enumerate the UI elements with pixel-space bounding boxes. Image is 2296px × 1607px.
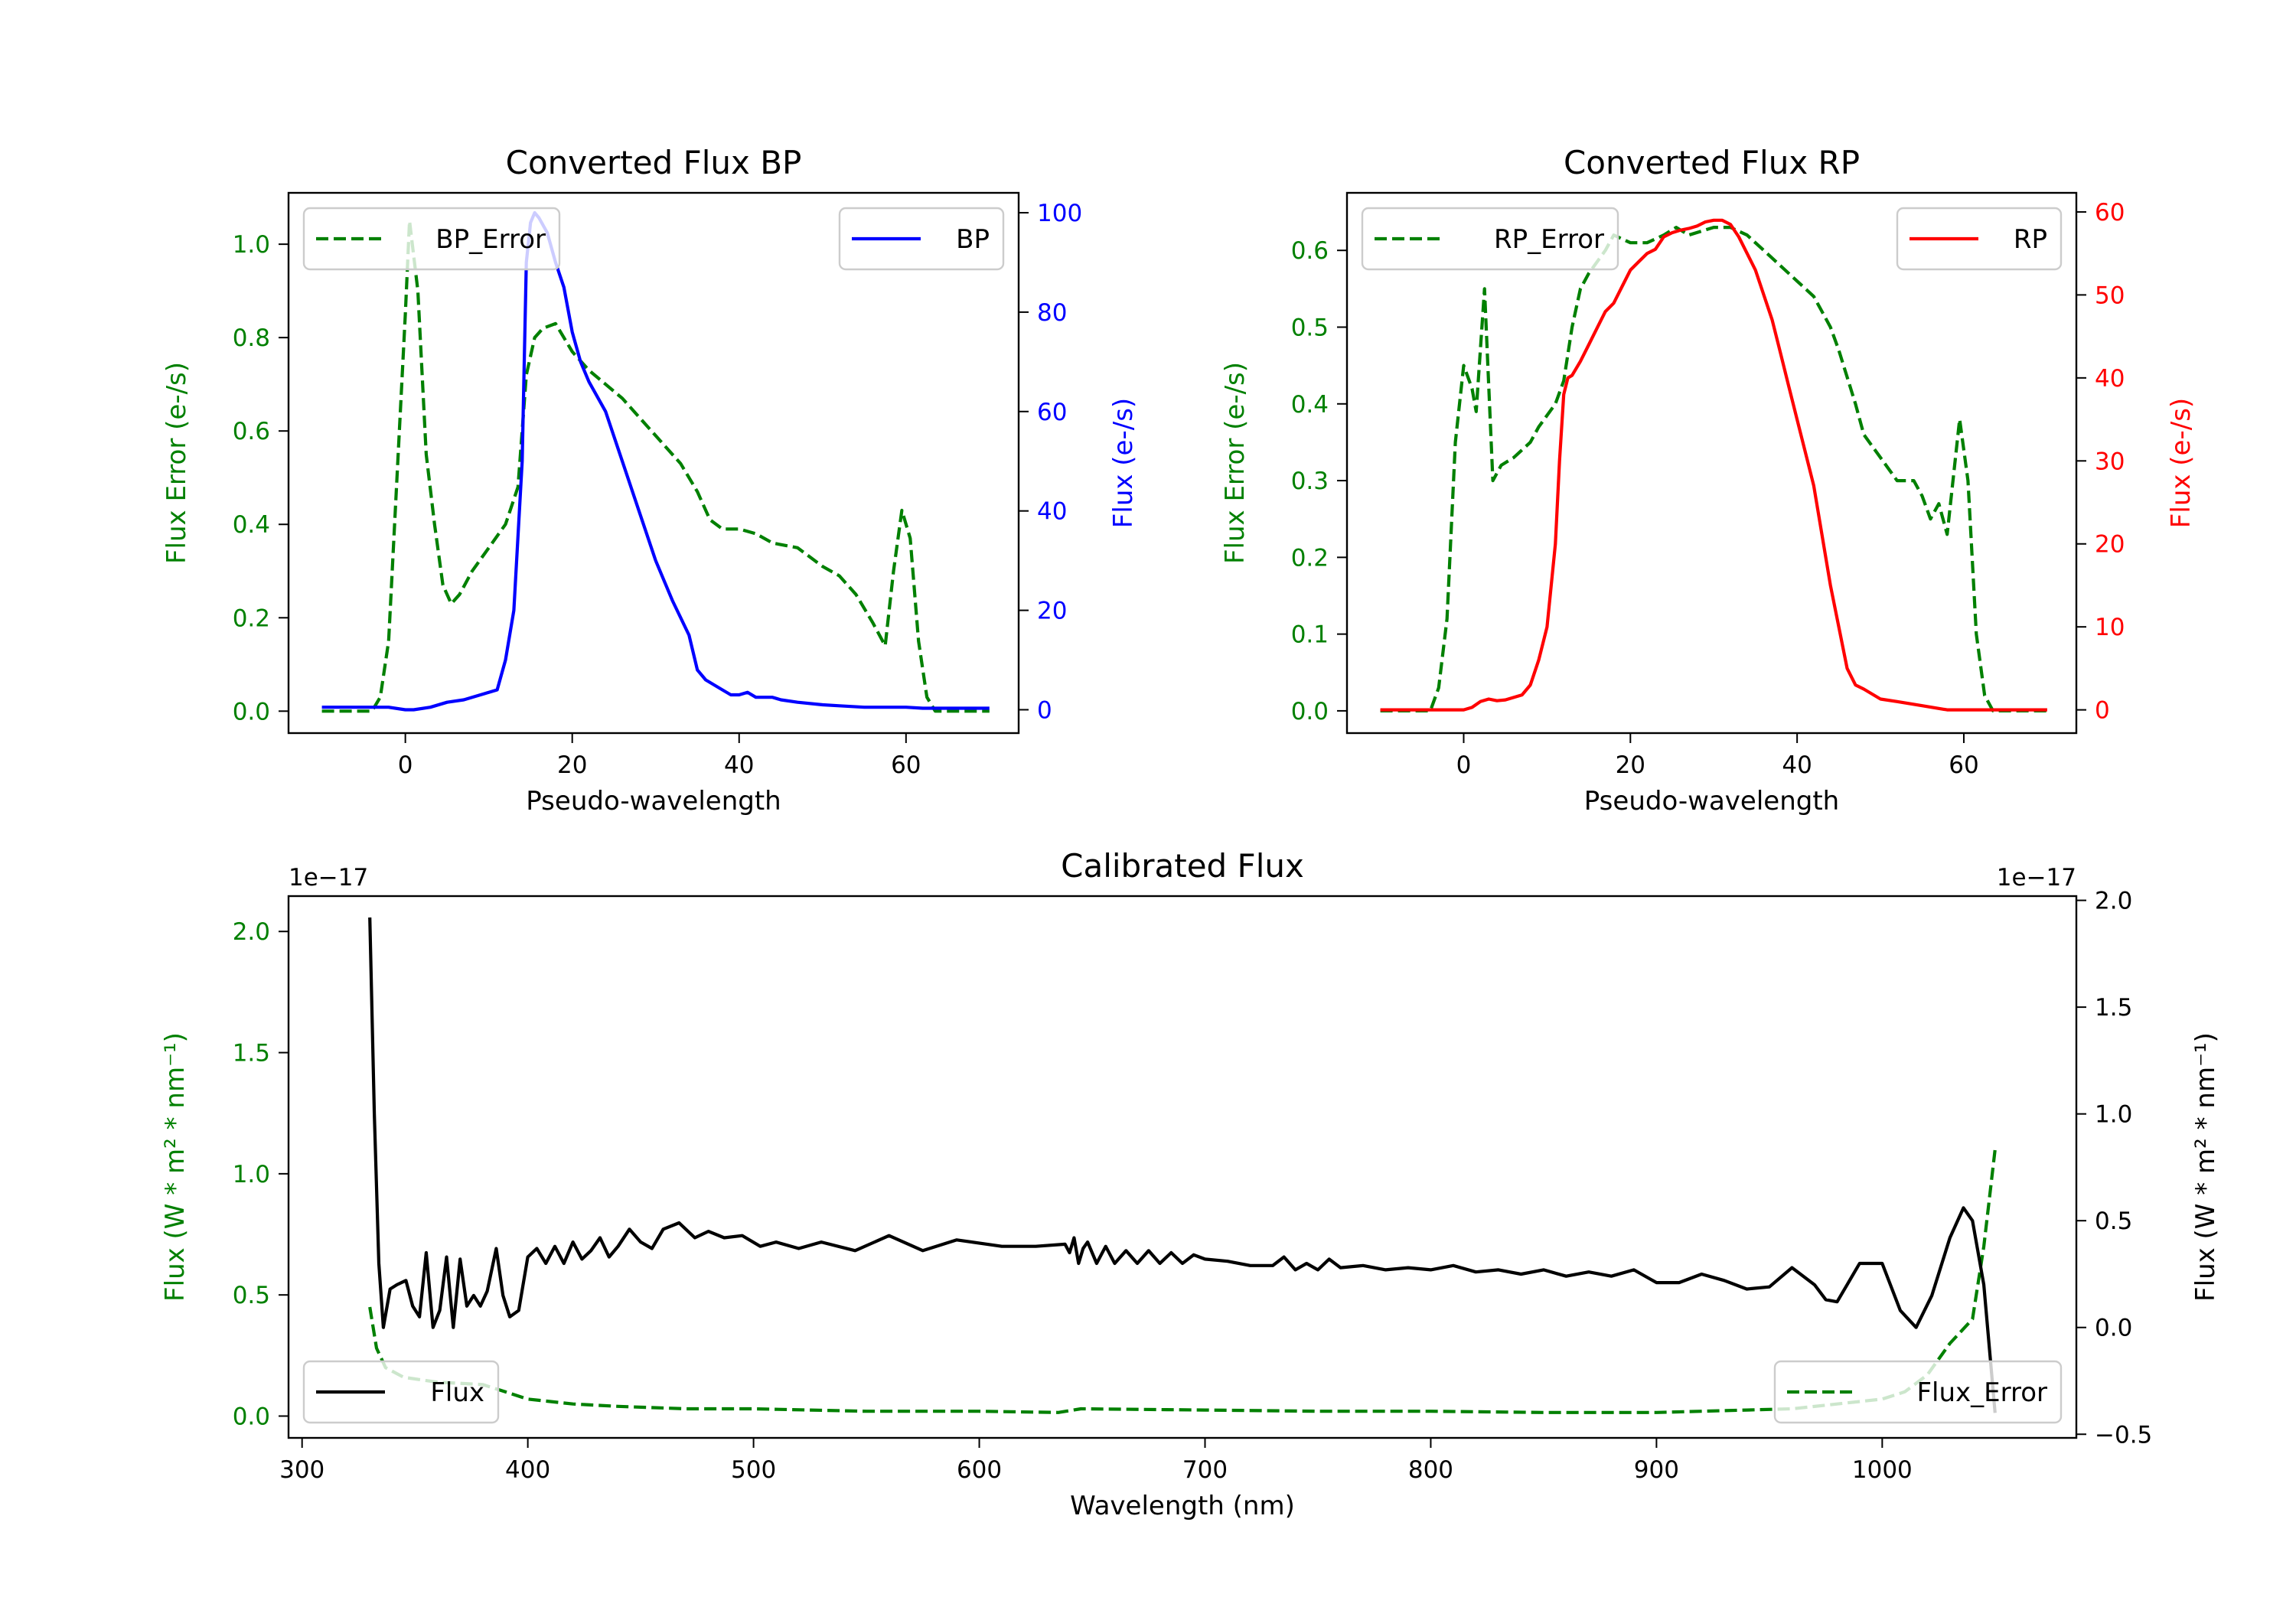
bp_error-line bbox=[321, 219, 990, 713]
legend-box bbox=[1896, 207, 2063, 271]
legend-box bbox=[302, 1360, 500, 1424]
x-tick-label: 20 bbox=[557, 751, 587, 779]
legend-label: BP bbox=[956, 224, 990, 255]
chart-title: Converted Flux BP bbox=[506, 144, 802, 181]
y-left-offset-text: 1e−17 bbox=[289, 864, 368, 892]
chart-title: Converted Flux RP bbox=[1564, 144, 1860, 181]
x-tick-label: 60 bbox=[1949, 751, 1978, 779]
rp-chart: 0 20 40 60 0.0 0.1 0.2 0.3 0.4 0.5 0.6 0 10 20 30 40 50 6… bbox=[1220, 144, 2197, 817]
y-left-tick-label: 0.5 bbox=[233, 1282, 270, 1309]
y-right-tick-label: 20 bbox=[1037, 598, 1067, 625]
rp_error-line bbox=[1380, 226, 2047, 712]
legend-box bbox=[838, 207, 1005, 271]
x-tick-label: 900 bbox=[1634, 1456, 1679, 1484]
y-left-tick-label: 0.5 bbox=[1291, 314, 1329, 341]
y-left-tick-label: 0.4 bbox=[233, 511, 270, 539]
y-right-offset-text: 1e−17 bbox=[1997, 864, 2076, 892]
flux-legend: Flux bbox=[302, 1360, 500, 1424]
y-left-tick-label: 0.3 bbox=[1291, 468, 1329, 495]
x-axis-label: Pseudo-wavelength bbox=[1584, 786, 1839, 817]
y-right-tick-label: 0 bbox=[2095, 697, 2110, 725]
y-right-tick-label: 1.5 bbox=[2095, 994, 2132, 1022]
flux_error-legend: Flux_Error bbox=[1773, 1360, 2063, 1424]
x-tick-label: 40 bbox=[1782, 751, 1812, 779]
y-right-tick-label: 1.0 bbox=[2095, 1101, 2132, 1129]
y-right-tick-label: 0 bbox=[1037, 696, 1052, 724]
y-left-tick-label: 0.6 bbox=[233, 418, 270, 445]
y-right-tick-label: 80 bbox=[1037, 299, 1067, 327]
x-tick-label: 500 bbox=[731, 1456, 776, 1484]
bp-line bbox=[321, 210, 990, 712]
x-tick-label: 700 bbox=[1182, 1456, 1228, 1484]
x-tick-label: 400 bbox=[505, 1456, 550, 1484]
y-right-tick-label: 30 bbox=[2095, 448, 2125, 475]
x-tick-label: 600 bbox=[957, 1456, 1002, 1484]
y-right-tick-label: −0.5 bbox=[2095, 1421, 2152, 1449]
x-tick-label: 800 bbox=[1408, 1456, 1453, 1484]
y-right-tick-label: 20 bbox=[2095, 531, 2125, 559]
y-left-tick-label: 0.6 bbox=[1291, 237, 1329, 265]
axes-frame bbox=[1345, 191, 2078, 735]
y-right-axis-label: Flux (e-/s) bbox=[1108, 398, 1139, 528]
y-right-tick-label: 0.5 bbox=[2095, 1208, 2132, 1235]
y-left-tick-label: 0.2 bbox=[233, 605, 270, 632]
y-left-axis-label: Flux Error (e-/s) bbox=[161, 362, 192, 564]
y-left-tick-label: 0.4 bbox=[1291, 391, 1329, 419]
legend-label: RP bbox=[2014, 224, 2047, 255]
y-right-tick-label: 40 bbox=[2095, 365, 2125, 393]
bp_error-legend: BP_Error bbox=[302, 207, 561, 271]
y-left-tick-label: 0.8 bbox=[233, 324, 270, 352]
x-tick-label: 20 bbox=[1616, 751, 1645, 779]
y-left-tick-label: 1.0 bbox=[233, 1161, 270, 1188]
y-right-tick-label: 2.0 bbox=[2095, 888, 2132, 915]
x-axis-label: Pseudo-wavelength bbox=[526, 786, 781, 817]
legend-label: Flux bbox=[430, 1377, 484, 1408]
y-left-tick-label: 1.5 bbox=[233, 1040, 270, 1068]
y-left-tick-label: 0.0 bbox=[233, 1403, 270, 1431]
flux-line bbox=[368, 917, 1997, 1413]
x-tick-label: 0 bbox=[398, 751, 413, 779]
legend-label: BP_Error bbox=[435, 224, 546, 255]
bp-chart: 0 20 40 60 0.0 0.2 0.4 0.6 0.8 1.0 0 20 40 60 80 100 Pse… bbox=[161, 144, 1139, 817]
legend-box bbox=[1773, 1360, 2063, 1424]
y-left-tick-label: 1.0 bbox=[233, 231, 270, 259]
x-axis-label: Wavelength (nm) bbox=[1070, 1491, 1295, 1521]
y-right-tick-label: 10 bbox=[2095, 614, 2125, 641]
y-right-tick-label: 0.0 bbox=[2095, 1315, 2132, 1342]
y-right-tick-label: 100 bbox=[1037, 200, 1082, 227]
x-tick-label: 0 bbox=[1456, 751, 1472, 779]
legend-box bbox=[1361, 207, 1619, 271]
calibrated-chart: 300 400 500 600 700 800 900 1000 0.0 0.5 1.0 1.5 2.0… bbox=[160, 847, 2221, 1521]
y-right-tick-label: 50 bbox=[2095, 282, 2125, 309]
axes-frame bbox=[287, 191, 1020, 735]
rp-legend: RP bbox=[1896, 207, 2063, 271]
y-right-tick-label: 60 bbox=[2095, 199, 2125, 227]
y-right-axis-label: Flux (W * m² * nm⁻¹) bbox=[2190, 1032, 2221, 1302]
x-tick-label: 40 bbox=[724, 751, 754, 779]
rp-line bbox=[1380, 218, 2047, 712]
legend-box bbox=[302, 207, 561, 271]
y-left-tick-label: 0.0 bbox=[233, 698, 270, 725]
chart-title: Calibrated Flux bbox=[1061, 847, 1304, 885]
rp_error-legend: RP_Error bbox=[1361, 207, 1619, 271]
bp-legend: BP bbox=[838, 207, 1005, 271]
axes-frame bbox=[287, 895, 2078, 1439]
x-tick-label: 300 bbox=[279, 1456, 325, 1484]
y-left-tick-label: 2.0 bbox=[233, 918, 270, 946]
legend-label: RP_Error bbox=[1494, 224, 1604, 255]
x-tick-label: 1000 bbox=[1852, 1456, 1913, 1484]
y-left-tick-label: 0.2 bbox=[1291, 544, 1329, 572]
y-right-axis-label: Flux (e-/s) bbox=[2166, 398, 2197, 528]
y-left-tick-label: 0.0 bbox=[1291, 698, 1329, 725]
y-left-axis-label: Flux Error (e-/s) bbox=[1220, 362, 1251, 564]
y-left-axis-label: Flux (W * m² * nm⁻¹) bbox=[160, 1032, 191, 1302]
x-tick-label: 60 bbox=[891, 751, 921, 779]
y-left-tick-label: 0.1 bbox=[1291, 621, 1329, 649]
legend-label: Flux_Error bbox=[1916, 1377, 2047, 1408]
y-right-tick-label: 40 bbox=[1037, 498, 1067, 526]
y-right-tick-label: 60 bbox=[1037, 399, 1067, 426]
